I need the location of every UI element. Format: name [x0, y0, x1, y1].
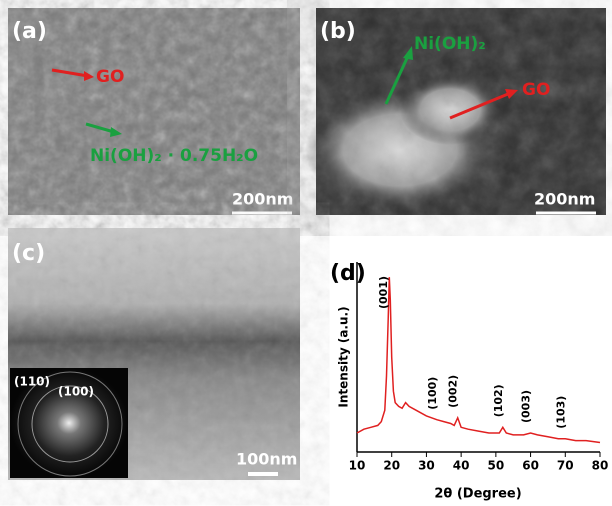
panel-c: (c) (110) (100) 100nm [8, 228, 300, 480]
peak-label: (102) [492, 384, 505, 417]
scale-label: 200nm [534, 190, 595, 209]
panel-label: (c) [12, 241, 45, 266]
panel-label: (b) [320, 19, 356, 44]
peak-label: (001) [377, 276, 390, 309]
panel-d: (d) Intensity (a.u.) 2θ (Degree) 10 20 30 4… [330, 261, 608, 502]
ring-label: (100) [58, 385, 94, 399]
x-axis-label: 2θ (Degree) [434, 487, 521, 502]
y-axis-label: Intensity (a.u.) [337, 306, 351, 407]
panel-b: (b) Ni(OH)₂ GO 200nm [305, 8, 606, 215]
x-tick-label: 80 [592, 459, 609, 473]
texture [8, 8, 300, 215]
x-tick-label: 60 [522, 459, 539, 473]
figure: (a) GO Ni(OH)₂ · 0.75H₂O 200nm (b) Ni(OH… [0, 0, 612, 506]
x-tick-label: 70 [557, 459, 574, 473]
peak-label: (100) [426, 377, 439, 410]
x-tick-label: 10 [349, 459, 366, 473]
go-label: GO [522, 80, 550, 100]
x-tick-label: 40 [453, 459, 470, 473]
peak-label: (003) [520, 390, 533, 423]
panel-label: (a) [12, 19, 47, 44]
ni-label: Ni(OH)₂ · 0.75H₂O [90, 146, 258, 166]
peak-label: (002) [447, 375, 460, 408]
ni-label: Ni(OH)₂ [414, 34, 486, 54]
x-tick-label: 20 [383, 459, 400, 473]
panel-a: (a) GO Ni(OH)₂ · 0.75H₂O 200nm [8, 8, 300, 215]
scale-label: 100nm [236, 450, 297, 469]
go-label: GO [96, 67, 124, 87]
x-tick-label: 50 [488, 459, 505, 473]
ring-label: (110) [14, 375, 50, 389]
page: (a) GO Ni(OH)₂ · 0.75H₂O 200nm (b) Ni(OH… [0, 0, 612, 506]
scale-label: 200nm [232, 190, 293, 209]
x-tick-label: 30 [418, 459, 435, 473]
peak-label: (103) [554, 396, 567, 429]
panel-label: (d) [330, 261, 366, 286]
